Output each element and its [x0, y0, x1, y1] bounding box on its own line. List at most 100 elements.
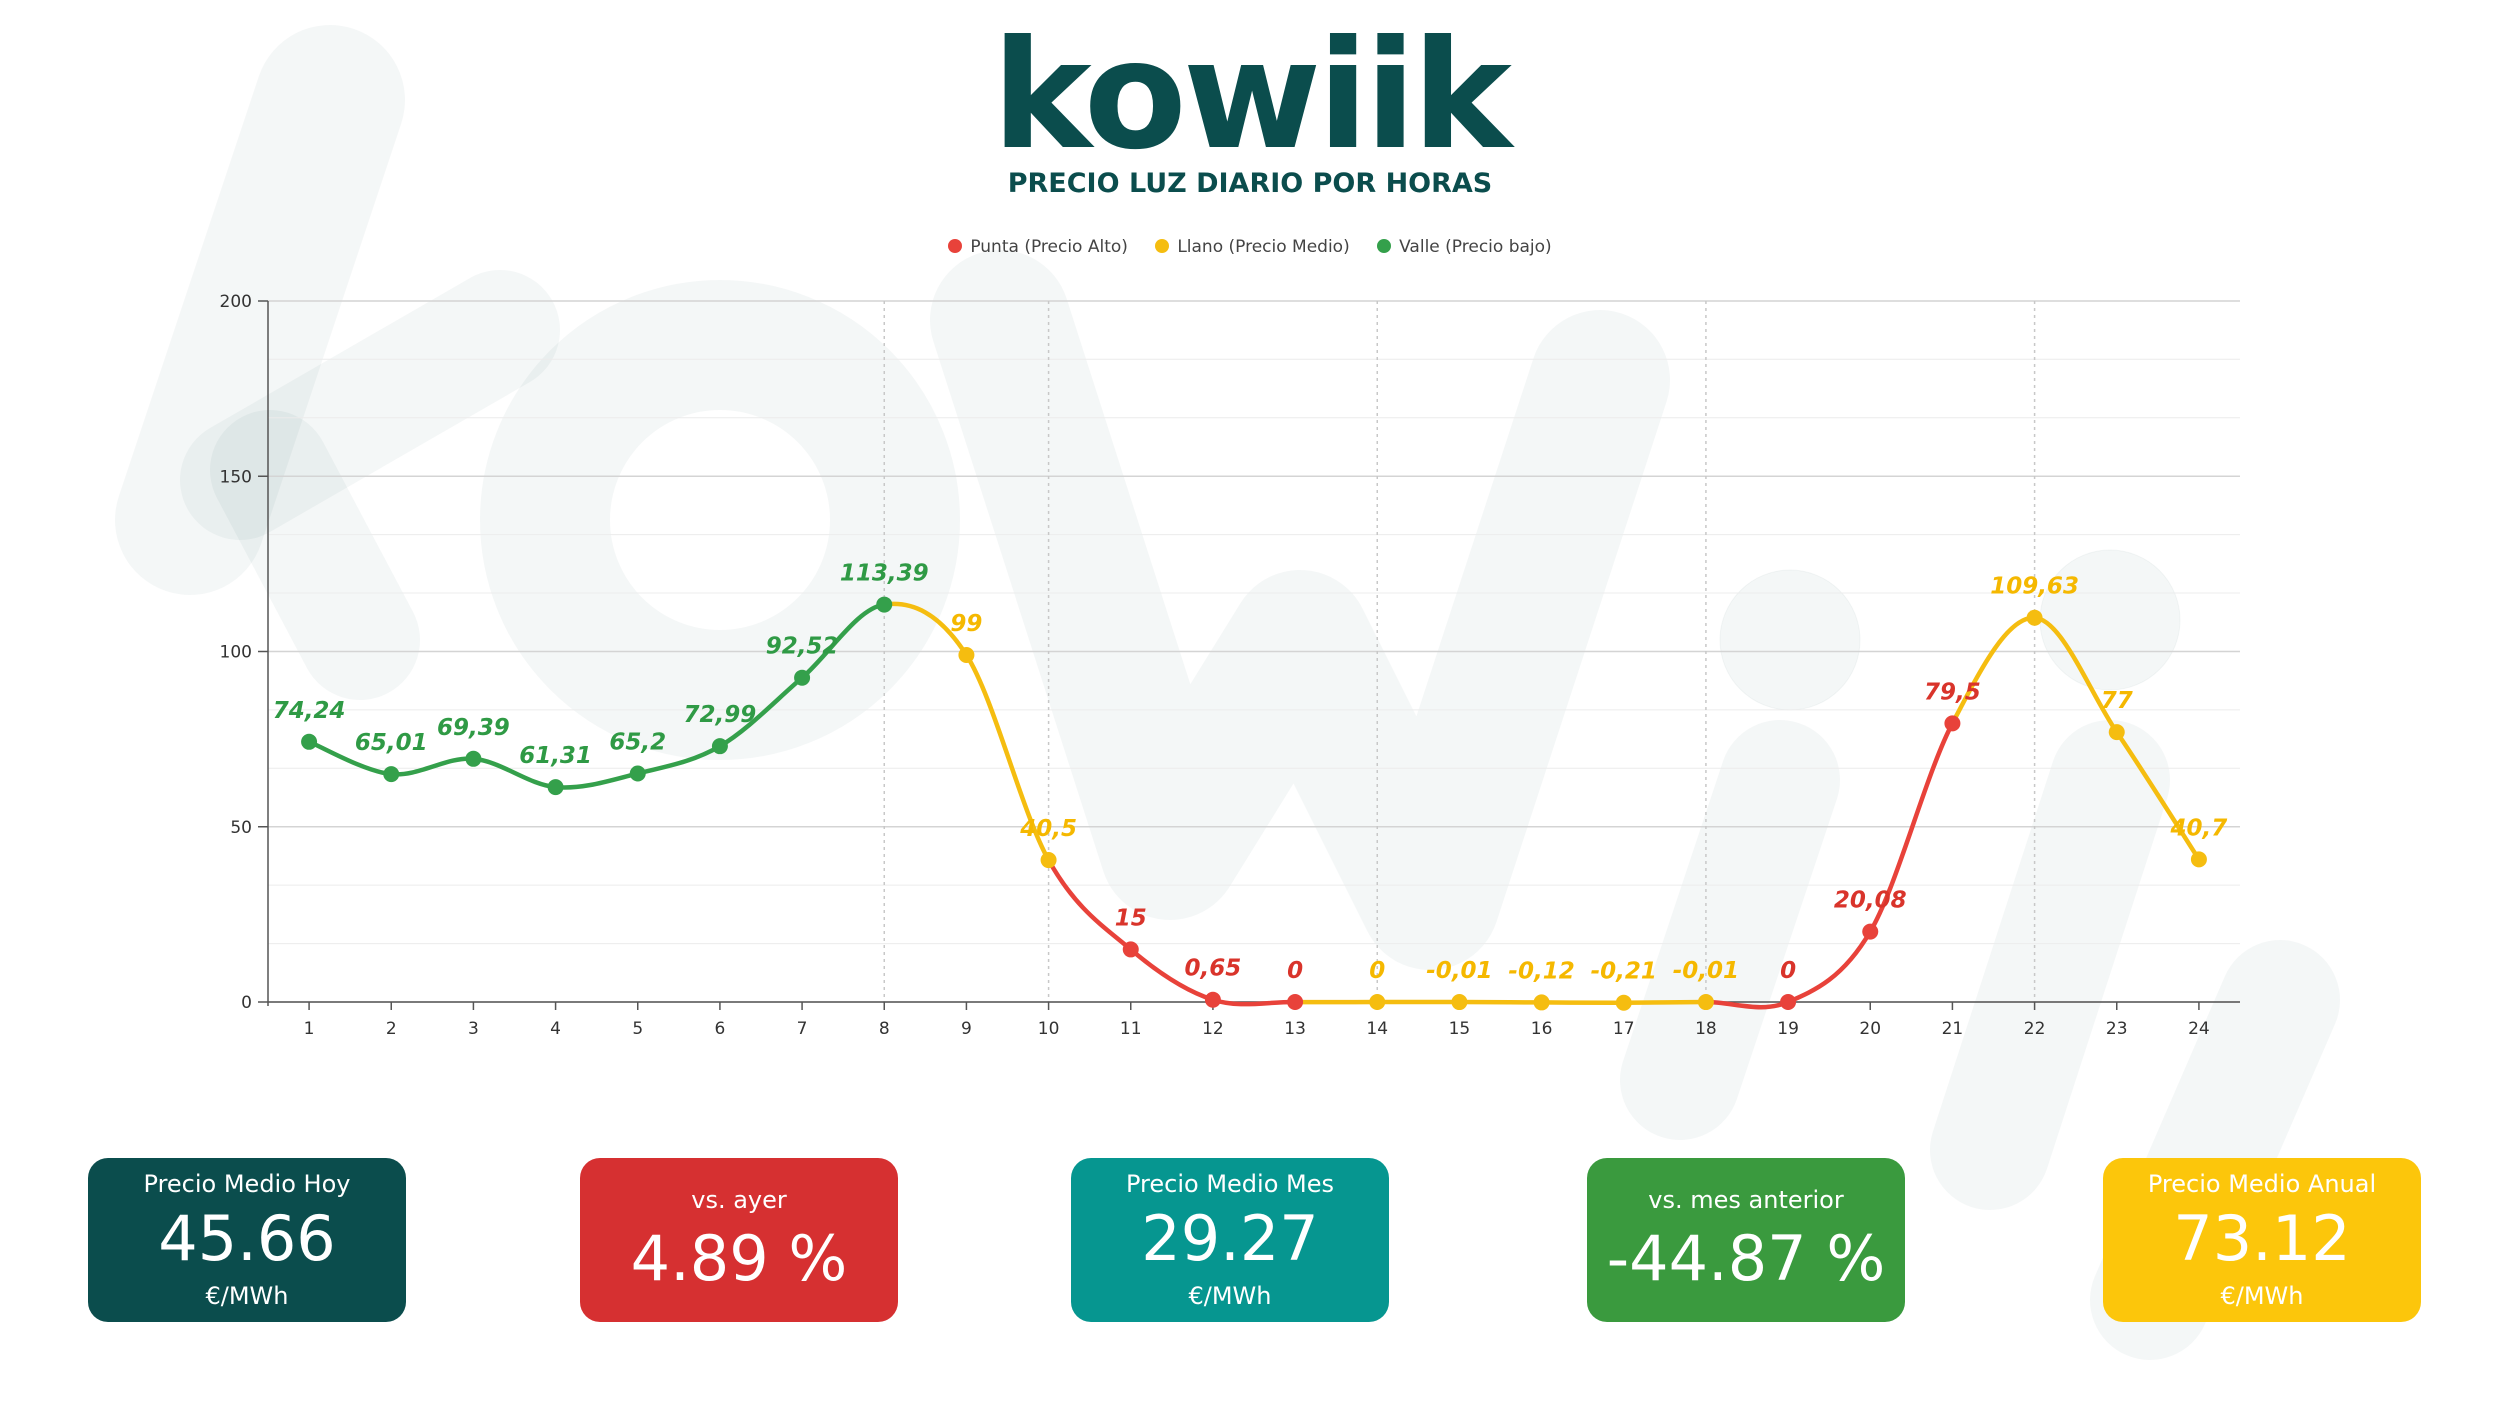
- card-label: vs. mes anterior: [1648, 1186, 1844, 1214]
- data-label: -0,01: [1426, 958, 1492, 984]
- card-unit: €/MWh: [205, 1282, 289, 1310]
- card-label: Precio Medio Mes: [1126, 1170, 1334, 1198]
- data-point-valle: [794, 669, 811, 686]
- data-point-valle: [629, 765, 646, 782]
- data-point-llano: [1697, 994, 1714, 1011]
- series-line-punta: [1785, 929, 1873, 1005]
- card-precio-medio-anual: Precio Medio Anual 73.12 €/MWh: [2103, 1158, 2421, 1322]
- x-tick-label: 11: [1120, 1019, 1142, 1039]
- x-tick-label: 21: [1942, 1019, 1964, 1039]
- legend-marker-punta: [948, 239, 963, 253]
- data-point-valle: [465, 750, 482, 767]
- card-value: -44.87 %: [1606, 1222, 1886, 1295]
- data-label: 20,08: [1834, 888, 1907, 914]
- card-value: 29.27: [1141, 1202, 1319, 1275]
- y-tick-label: 50: [230, 818, 252, 838]
- x-tick-label: 8: [879, 1019, 890, 1039]
- series-line-valle: [471, 756, 558, 790]
- chart-legend: Punta (Precio Alto) Llano (Precio Medio)…: [0, 237, 2500, 257]
- page-title: PRECIO LUZ DIARIO POR HORAS: [1007, 168, 1493, 199]
- legend-label-llano: Llano (Precio Medio): [1177, 237, 1350, 257]
- x-tick-label: 10: [1038, 1019, 1060, 1039]
- series-line-llano: [1950, 615, 2037, 726]
- data-point-punta: [1287, 994, 1304, 1010]
- x-tick-label: 19: [1777, 1019, 1799, 1039]
- data-label: 92,52: [766, 634, 839, 660]
- series-line-llano: [2114, 729, 2202, 862]
- x-tick-label: 13: [1284, 1019, 1306, 1039]
- x-tick-label: 3: [468, 1019, 479, 1039]
- x-tick-label: 5: [632, 1019, 643, 1039]
- card-label: Precio Medio Anual: [2147, 1170, 2377, 1198]
- data-label: 40,5: [1019, 816, 1077, 842]
- data-point-punta: [1122, 941, 1139, 958]
- data-point-llano: [1533, 994, 1550, 1011]
- series-line-valle: [389, 756, 476, 777]
- x-tick-label: 2: [386, 1019, 397, 1039]
- data-label: 72,99: [684, 702, 757, 728]
- legend-item-valle[interactable]: Valle (Precio bajo): [1377, 237, 1552, 257]
- x-tick-label: 1: [304, 1019, 315, 1039]
- x-tick-label: 18: [1695, 1019, 1717, 1039]
- x-tick-label: 23: [2106, 1019, 2128, 1039]
- data-label: 77: [2101, 688, 2133, 714]
- data-point-llano: [2108, 724, 2125, 741]
- data-point-punta: [1944, 715, 1961, 732]
- data-point-llano: [2026, 609, 2043, 626]
- card-precio-medio-mes: Precio Medio Mes 29.27 €/MWh: [1071, 1158, 1389, 1322]
- y-tick-label: 100: [220, 643, 252, 663]
- data-point-llano: [958, 647, 975, 664]
- x-tick-label: 20: [1859, 1019, 1881, 1039]
- data-label: -0,01: [1673, 958, 1739, 984]
- data-label: 99: [950, 611, 982, 637]
- series-line-punta: [1703, 999, 1791, 1010]
- x-tick-label: 4: [550, 1019, 561, 1039]
- card-vs-ayer: vs. ayer 4.89 %: [580, 1158, 898, 1322]
- data-point-punta: [1780, 994, 1797, 1010]
- legend-label-valle: Valle (Precio bajo): [1399, 237, 1552, 257]
- x-tick-label: 12: [1202, 1019, 1224, 1039]
- data-point-llano: [1451, 994, 1468, 1011]
- x-tick-label: 24: [2188, 1019, 2210, 1039]
- data-label: -0,21: [1591, 959, 1657, 985]
- series-line-valle: [635, 743, 723, 776]
- data-label: 65,01: [355, 730, 428, 756]
- data-label: 109,63: [1990, 574, 2079, 600]
- kowiik-logo: kowiik: [992, 9, 1512, 183]
- series-line-valle: [799, 602, 887, 680]
- series-line-valle: [553, 771, 640, 790]
- x-tick-label: 22: [2024, 1019, 2046, 1039]
- series-line-llano: [2032, 615, 2119, 735]
- legend-marker-llano: [1155, 239, 1170, 253]
- x-tick-label: 15: [1449, 1019, 1471, 1039]
- x-tick-label: 6: [715, 1019, 726, 1039]
- data-point-llano: [1040, 852, 1057, 869]
- series-line-punta: [1046, 857, 1133, 952]
- data-label: 65,2: [609, 729, 666, 755]
- data-label: 0: [1369, 958, 1385, 984]
- x-tick-label: 14: [1366, 1019, 1388, 1039]
- x-tick-label: 17: [1613, 1019, 1635, 1039]
- series-line-punta: [1128, 947, 1216, 1002]
- data-label: 74,24: [273, 698, 346, 724]
- card-value: 4.89 %: [630, 1222, 848, 1295]
- card-label: vs. ayer: [691, 1186, 787, 1214]
- card-vs-mes-anterior: vs. mes anterior -44.87 %: [1587, 1158, 1905, 1322]
- legend-item-punta[interactable]: Punta (Precio Alto): [948, 237, 1128, 257]
- data-point-llano: [1615, 994, 1632, 1011]
- data-point-valle: [711, 738, 728, 755]
- data-point-valle: [876, 596, 893, 613]
- data-label: -0,12: [1508, 958, 1574, 984]
- series-line-llano: [1621, 999, 1709, 1005]
- data-label: 40,7: [2170, 815, 2228, 841]
- card-label: Precio Medio Hoy: [143, 1170, 351, 1198]
- data-label: 0: [1287, 958, 1303, 984]
- card-value: 73.12: [2173, 1202, 2351, 1275]
- data-label: 0,65: [1185, 956, 1242, 982]
- legend-item-llano[interactable]: Llano (Precio Medio): [1155, 237, 1350, 257]
- y-tick-label: 200: [220, 292, 252, 312]
- data-label: 79,5: [1924, 679, 1981, 705]
- series-line-punta: [1868, 721, 1955, 934]
